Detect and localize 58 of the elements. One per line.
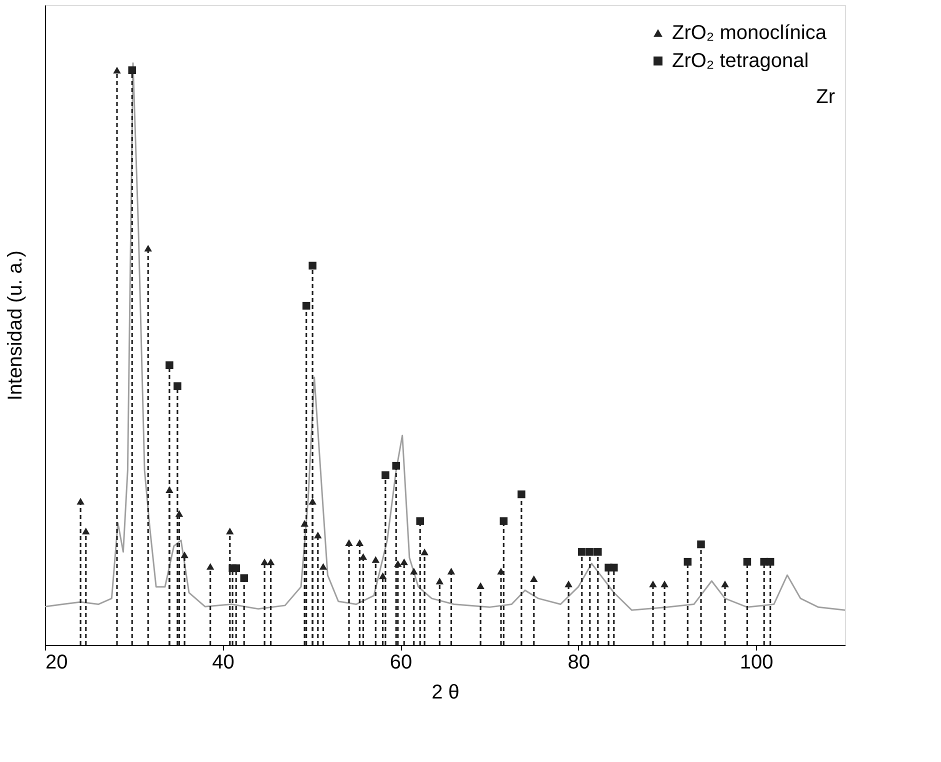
point [166, 361, 174, 370]
point [378, 572, 387, 580]
point [766, 558, 774, 566]
point [76, 498, 84, 505]
point [743, 558, 752, 566]
point [410, 568, 418, 574]
x-tick-label: 60 [390, 652, 412, 674]
point [530, 575, 538, 582]
point [578, 548, 586, 556]
point [356, 539, 364, 546]
point [319, 563, 328, 570]
x-tick-label: 40 [212, 652, 234, 674]
point [564, 580, 572, 588]
point [314, 532, 322, 538]
point [697, 540, 705, 548]
point [345, 539, 353, 546]
point [594, 548, 602, 556]
point [240, 574, 248, 582]
point [586, 548, 594, 556]
point [518, 490, 526, 498]
point [180, 551, 188, 558]
point [144, 244, 152, 252]
x-tick-label: 100 [740, 652, 774, 674]
point [266, 558, 275, 566]
point [610, 564, 618, 572]
x-axis-title: 2 θ [432, 682, 460, 704]
point [436, 578, 444, 584]
point [500, 517, 508, 525]
point [175, 510, 184, 517]
point [400, 558, 408, 566]
point [684, 558, 692, 566]
y-axis-title: Intensidad (u. a.) [4, 250, 26, 401]
annotation: Zr [816, 86, 836, 108]
point [174, 382, 182, 390]
point [206, 563, 214, 570]
point [302, 302, 310, 310]
x-tick-label: 20 [46, 652, 68, 674]
point [359, 553, 368, 560]
point [232, 564, 240, 572]
point [128, 66, 136, 74]
point [82, 528, 90, 534]
point [660, 580, 668, 588]
point [260, 558, 268, 566]
point [447, 568, 456, 574]
x-tick-label: 80 [568, 652, 590, 674]
point [416, 517, 424, 525]
legend-label: ZrO₂ monoclínica [672, 22, 828, 44]
point [382, 471, 390, 479]
point [721, 580, 729, 588]
point [392, 462, 400, 470]
point [649, 580, 657, 588]
point [372, 556, 380, 563]
point [308, 262, 316, 270]
point [476, 582, 484, 590]
point [226, 528, 234, 534]
legend-label: ZrO₂ tetragonal [672, 50, 809, 72]
point [113, 66, 121, 74]
point [420, 548, 428, 556]
